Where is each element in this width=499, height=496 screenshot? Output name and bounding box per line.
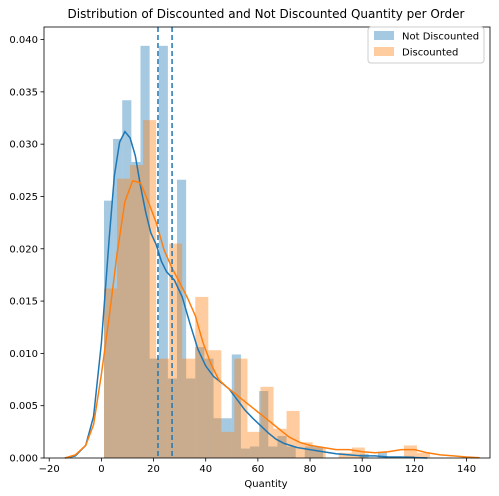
histogram-bar-not-discounted xyxy=(304,446,314,458)
legend-swatch-not-discounted xyxy=(374,31,394,40)
y-axis: 0.000 0.005 0.010 0.015 0.020 0.025 0.030 0.035… xyxy=(9,35,44,465)
y-tick-label: 0.030 xyxy=(9,140,38,151)
histogram-bar-discounted xyxy=(273,428,287,458)
histogram-bar-discounted xyxy=(234,358,248,458)
histogram-bar-discounted xyxy=(143,120,157,458)
histogram-bar-discounted xyxy=(299,442,313,458)
histogram-bar-not-discounted xyxy=(122,100,132,459)
histogram-bar-not-discounted xyxy=(195,347,205,458)
histogram-bar-not-discounted xyxy=(313,446,324,458)
histogram-bar-not-discounted xyxy=(213,418,223,458)
y-tick-label: 0.035 xyxy=(9,87,38,98)
histogram-bar-discounted xyxy=(416,452,431,458)
histogram-bar-not-discounted xyxy=(103,200,114,458)
legend-label-not-discounted: Not Discounted xyxy=(402,32,479,43)
axes-frame xyxy=(43,26,491,459)
histogram-bar-discounted xyxy=(130,165,144,458)
y-tick-label: 0.010 xyxy=(9,349,38,360)
x-tick-label: 0 xyxy=(98,464,104,475)
histogram-bar-discounted xyxy=(117,178,131,458)
histogram-bar-not-discounted xyxy=(140,45,150,458)
histogram-bar-discounted xyxy=(286,410,300,458)
histogram-bar-not-discounted xyxy=(268,446,278,458)
x-tick-label: 40 xyxy=(199,464,212,475)
y-tick-label: 0.005 xyxy=(9,401,38,412)
histogram-bar-discounted xyxy=(247,431,261,458)
x-tick-label: 120 xyxy=(405,464,424,475)
x-tick-label: 140 xyxy=(457,464,476,475)
kde-line-not-discounted xyxy=(64,130,428,459)
histogram-bar-not-discounted xyxy=(377,451,387,458)
histogram-bar-discounted xyxy=(312,447,326,458)
histogram-bar-not-discounted xyxy=(186,378,196,458)
y-tick-label: 0.020 xyxy=(9,244,38,255)
histogram-bar-discounted xyxy=(208,350,222,458)
x-tick-label: 100 xyxy=(353,464,372,475)
histogram-bar-not-discounted xyxy=(286,446,296,458)
legend-label-discounted: Discounted xyxy=(402,48,458,59)
legend-swatch-discounted xyxy=(374,47,394,56)
histogram-bar-not-discounted xyxy=(149,358,159,458)
histogram-bar-not-discounted xyxy=(231,354,241,458)
histogram-bar-not-discounted xyxy=(113,138,123,459)
kde-line-discounted xyxy=(64,179,480,459)
legend-frame xyxy=(367,26,485,64)
histogram-bar-discounted xyxy=(260,386,274,458)
histogram-bar-not-discounted xyxy=(250,446,260,458)
histogram-bar-discounted xyxy=(182,358,196,458)
histogram-bar-discounted xyxy=(221,431,235,458)
histogram-bar-discounted xyxy=(195,296,209,458)
chart-title: Distribution of Discounted and Not Disco… xyxy=(68,7,465,21)
x-tick-label: 80 xyxy=(304,464,317,475)
x-tick-label: 20 xyxy=(147,464,160,475)
histogram-bar-not-discounted xyxy=(222,418,232,458)
histogram-bar-discounted xyxy=(103,288,118,458)
histogram-bar-discounted xyxy=(403,445,417,458)
plot-area xyxy=(43,26,491,459)
histogram-bar-not-discounted xyxy=(259,391,269,458)
histogram-bar-not-discounted xyxy=(158,45,168,458)
histogram-bar-not-discounted xyxy=(167,378,178,458)
y-tick-label: 0.015 xyxy=(9,297,38,308)
x-tick-label: −20 xyxy=(39,464,60,475)
x-tick-label: 60 xyxy=(252,464,265,475)
legend: Not Discounted Discounted xyxy=(367,26,485,64)
histogram-bar-discounted xyxy=(351,447,365,458)
histogram-bar-not-discounted xyxy=(177,179,187,458)
y-tick-label: 0.040 xyxy=(9,35,38,46)
histogram-bar-discounted xyxy=(156,358,170,458)
y-tick-label: 0.025 xyxy=(9,192,38,203)
x-axis-label: Quantity xyxy=(244,479,287,490)
y-tick-label: 0.000 xyxy=(9,454,38,465)
histogram-bar-not-discounted xyxy=(131,161,141,458)
histogram-bar-not-discounted xyxy=(277,436,287,458)
histogram-bar-not-discounted xyxy=(204,358,214,458)
histogram-bar-not-discounted xyxy=(240,448,251,458)
x-axis: −20 0 20 40 60 80 100 120 140 xyxy=(39,458,476,475)
histogram-bar-discounted xyxy=(338,452,352,458)
